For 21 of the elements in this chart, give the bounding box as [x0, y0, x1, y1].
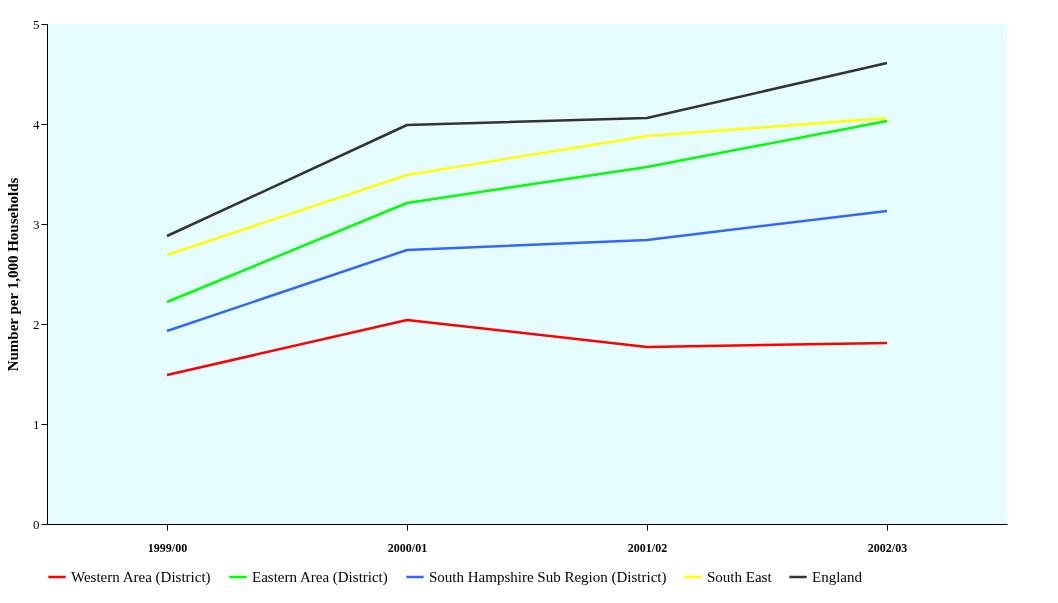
x-tick-label: 2002/03 [867, 540, 908, 555]
legend-label: South East [707, 569, 773, 585]
legend-label: Western Area (District) [71, 569, 211, 586]
y-tick-label: 4 [33, 116, 40, 132]
line-series [165, 61, 889, 238]
y-tick-label: 1 [33, 416, 40, 432]
y-tick-label: 5 [33, 16, 40, 32]
y-tick-label: 0 [33, 516, 40, 532]
x-tick-label: 1999/00 [147, 540, 188, 555]
legend-label: Eastern Area (District) [252, 569, 388, 586]
line-series [165, 318, 889, 377]
legend-label: England [812, 569, 863, 585]
x-tick-label: 2001/02 [627, 540, 668, 555]
line-series [165, 116, 889, 257]
y-tick-label: 3 [33, 216, 40, 232]
line-series [165, 209, 889, 333]
y-tick-label: 2 [33, 316, 40, 332]
x-tick-label: 2000/01 [387, 540, 428, 555]
line-series [165, 119, 889, 304]
y-axis-title: Number per 1,000 Households [5, 177, 21, 372]
legend-label: South Hampshire Sub Region (District) [429, 569, 667, 586]
